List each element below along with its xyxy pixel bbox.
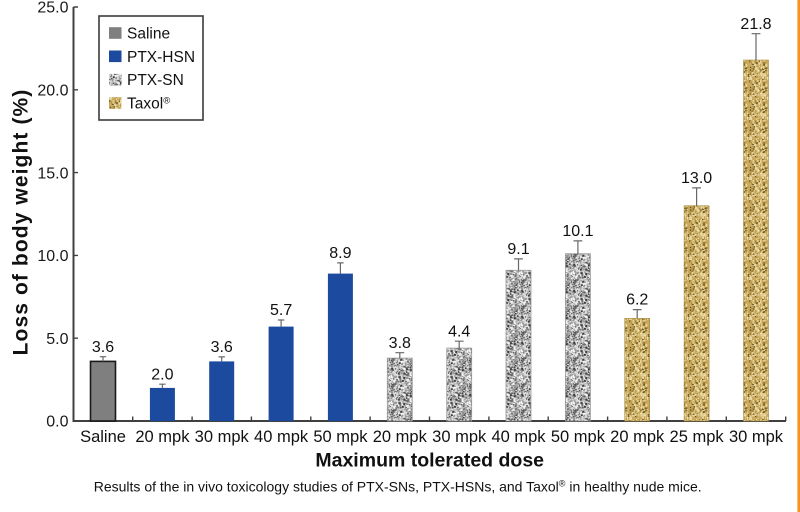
svg-text:50 mpk: 50 mpk: [551, 428, 606, 446]
svg-text:30 mpk: 30 mpk: [195, 428, 250, 446]
svg-text:3.6: 3.6: [211, 339, 233, 356]
svg-text:25 mpk: 25 mpk: [670, 428, 725, 446]
svg-text:PTX-HSN: PTX-HSN: [127, 49, 195, 66]
svg-text:50 mpk: 50 mpk: [313, 428, 368, 446]
svg-text:8.9: 8.9: [329, 245, 351, 262]
svg-text:4.4: 4.4: [448, 323, 470, 340]
svg-text:20 mpk: 20 mpk: [610, 428, 665, 446]
svg-text:6.2: 6.2: [626, 292, 648, 309]
svg-text:21.8: 21.8: [740, 16, 771, 33]
svg-text:Saline: Saline: [127, 26, 170, 43]
svg-text:13.0: 13.0: [681, 170, 712, 187]
svg-text:Loss of body weight (%): Loss of body weight (%): [10, 89, 33, 356]
svg-text:20.0: 20.0: [37, 83, 68, 100]
svg-text:5.7: 5.7: [270, 302, 292, 319]
svg-text:30 mpk: 30 mpk: [729, 428, 784, 446]
svg-text:30 mpk: 30 mpk: [432, 428, 487, 446]
svg-text:2.0: 2.0: [151, 366, 173, 383]
svg-text:25.0: 25.0: [37, 0, 68, 17]
svg-text:3.8: 3.8: [389, 335, 411, 352]
svg-text:9.1: 9.1: [507, 241, 529, 258]
svg-text:15.0: 15.0: [37, 165, 68, 182]
svg-text:10.1: 10.1: [562, 223, 593, 240]
svg-text:Maximum tolerated dose: Maximum tolerated dose: [315, 450, 544, 472]
svg-text:0.0: 0.0: [46, 414, 68, 431]
svg-text:5.0: 5.0: [46, 331, 68, 348]
svg-text:PTX-SN: PTX-SN: [127, 72, 184, 89]
svg-text:Results of the in vivo toxicol: Results of the in vivo toxicology studie…: [94, 479, 702, 495]
svg-text:20 mpk: 20 mpk: [135, 428, 190, 446]
svg-text:10.0: 10.0: [37, 248, 68, 265]
svg-text:Taxol®: Taxol®: [127, 95, 170, 113]
svg-text:Saline: Saline: [80, 428, 126, 446]
svg-text:20 mpk: 20 mpk: [373, 428, 428, 446]
svg-text:40 mpk: 40 mpk: [491, 428, 546, 446]
svg-text:40 mpk: 40 mpk: [254, 428, 309, 446]
svg-text:3.6: 3.6: [92, 339, 114, 356]
